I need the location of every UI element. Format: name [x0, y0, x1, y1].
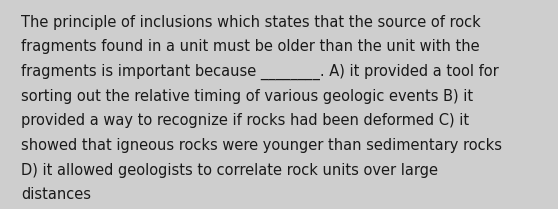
Text: provided a way to recognize if rocks had been deformed C) it: provided a way to recognize if rocks had…: [21, 113, 469, 128]
Text: fragments is important because ________. A) it provided a tool for: fragments is important because ________.…: [21, 64, 499, 80]
Text: distances: distances: [21, 187, 91, 202]
Text: D) it allowed geologists to correlate rock units over large: D) it allowed geologists to correlate ro…: [21, 163, 438, 178]
Text: showed that igneous rocks were younger than sedimentary rocks: showed that igneous rocks were younger t…: [21, 138, 502, 153]
Text: sorting out the relative timing of various geologic events B) it: sorting out the relative timing of vario…: [21, 89, 473, 104]
Text: fragments found in a unit must be older than the unit with the: fragments found in a unit must be older …: [21, 39, 480, 54]
Text: The principle of inclusions which states that the source of rock: The principle of inclusions which states…: [21, 15, 481, 30]
